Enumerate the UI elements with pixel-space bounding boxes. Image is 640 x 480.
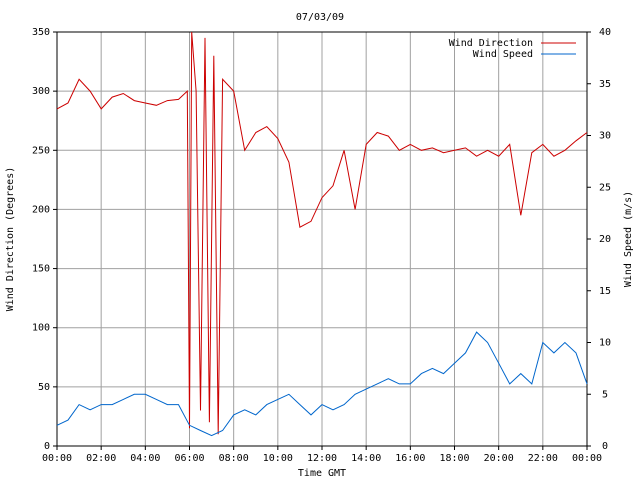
xtick-label: 02:00 bbox=[86, 453, 116, 464]
ytick-left-label: 250 bbox=[32, 145, 50, 156]
xtick-label: 06:00 bbox=[174, 453, 204, 464]
xtick-label: 12:00 bbox=[307, 453, 337, 464]
ytick-right-label: 30 bbox=[599, 131, 611, 142]
ytick-right-label: 40 bbox=[599, 27, 611, 38]
ytick-right-label: 20 bbox=[599, 234, 611, 245]
grid bbox=[56, 31, 588, 447]
xtick-label: 00:00 bbox=[42, 453, 72, 464]
x-axis-ticks: 00:00 02:00 04:00 06:00 08:00 10:00 12:00 14:00… bbox=[42, 446, 602, 464]
xtick-label: 08:00 bbox=[219, 453, 249, 464]
y-axis-label-right: Wind Speed (m/s) bbox=[623, 191, 634, 287]
ytick-right-label: 25 bbox=[599, 182, 611, 193]
ytick-left-label: 0 bbox=[44, 441, 50, 452]
ytick-left-label: 50 bbox=[38, 382, 50, 393]
ytick-left-label: 150 bbox=[32, 264, 50, 275]
xtick-label: 00:00 bbox=[572, 453, 602, 464]
y-axis-label-left: Wind Direction (Degrees) bbox=[5, 167, 16, 312]
legend: Wind Direction Wind Speed bbox=[449, 38, 576, 60]
right-axis-ticks: 0 5 10 15 20 25 30 35 40 bbox=[587, 27, 611, 452]
ytick-left-label: 100 bbox=[32, 323, 50, 334]
series-line-wind-speed bbox=[56, 331, 588, 437]
legend-label-wind-speed: Wind Speed bbox=[473, 49, 533, 60]
ytick-right-label: 10 bbox=[599, 338, 611, 349]
xtick-label: 14:00 bbox=[351, 453, 381, 464]
ytick-right-label: 35 bbox=[599, 79, 611, 90]
ytick-left-label: 300 bbox=[32, 86, 50, 97]
series-line-wind-direction bbox=[56, 31, 588, 435]
legend-label-wind-direction: Wind Direction bbox=[449, 38, 533, 49]
xtick-label: 22:00 bbox=[528, 453, 558, 464]
ytick-right-label: 0 bbox=[602, 441, 608, 452]
xtick-label: 20:00 bbox=[484, 453, 514, 464]
ytick-right-label: 5 bbox=[602, 389, 608, 400]
ytick-right-label: 15 bbox=[599, 286, 611, 297]
ytick-left-label: 200 bbox=[32, 204, 50, 215]
ytick-left-label: 350 bbox=[32, 27, 50, 38]
series-layer bbox=[56, 31, 588, 437]
chart-title: 07/03/09 bbox=[296, 12, 344, 23]
left-axis-ticks: 0 50 100 150 200 250 300 350 bbox=[32, 27, 57, 452]
x-axis-label: Time GMT bbox=[298, 468, 346, 479]
xtick-label: 04:00 bbox=[130, 453, 160, 464]
xtick-label: 16:00 bbox=[395, 453, 425, 464]
xtick-label: 10:00 bbox=[263, 453, 293, 464]
xtick-label: 18:00 bbox=[439, 453, 469, 464]
